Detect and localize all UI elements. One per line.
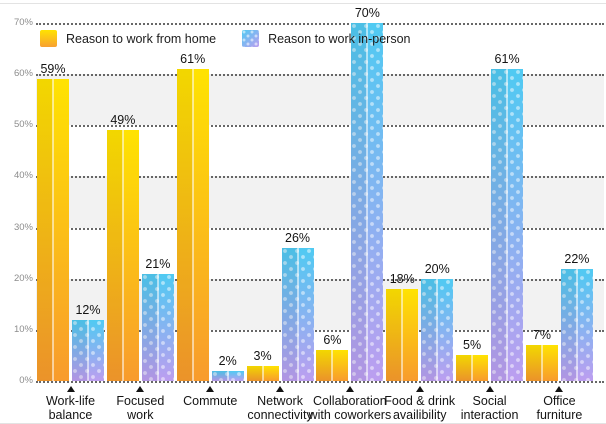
category-label-line: work xyxy=(127,407,154,422)
bar-group-6: 18% 20% xyxy=(386,262,454,382)
bar-in-person: 22% xyxy=(560,252,593,381)
y-axis-tick-label: 50% xyxy=(13,119,33,131)
triangle-marker-icon xyxy=(485,386,494,392)
triangle-marker-icon xyxy=(555,386,564,392)
category-label-8: Office furniture xyxy=(526,386,593,422)
bar-group-4: 3% 26% xyxy=(246,231,314,382)
triangle-marker-icon xyxy=(345,386,354,392)
bar-group-3: 61% 2% xyxy=(176,52,244,382)
gridline-70% xyxy=(36,23,604,25)
bar-value-label: 21% xyxy=(145,256,171,271)
category-label-line: Social xyxy=(472,394,507,408)
bars-container: 59% 12% 49% 21% 61% 2% 3% 26% 6% 70% 18% 20% 5% 61% 7%… xyxy=(37,0,593,382)
category-label-3: Commute xyxy=(177,386,244,422)
bar-value-label: 5% xyxy=(463,338,482,353)
gridline-0% xyxy=(36,381,604,383)
y-axis-tick-label: 60% xyxy=(13,68,33,80)
category-label-4: Network connectivity xyxy=(247,386,314,422)
legend-label-work-from-home: Reason to work from home xyxy=(66,31,217,46)
triangle-marker-icon xyxy=(206,386,215,392)
bar-in-person: 21% xyxy=(141,257,174,382)
bar-value-label: 61% xyxy=(180,52,206,66)
bar-value-label: 12% xyxy=(75,302,101,317)
category-label-line: connectivity xyxy=(247,407,313,422)
bar-value-label: 61% xyxy=(494,52,520,66)
legend-item-work-from-home: Reason to work from home xyxy=(40,30,216,47)
bar-in-person: 61% xyxy=(491,52,524,381)
bar-work-from-home: 59% xyxy=(37,62,69,381)
bar-work-from-home: 5% xyxy=(456,338,489,381)
bar-value-label: 20% xyxy=(424,261,450,276)
category-label-line: Focused xyxy=(116,394,165,408)
category-label-line: Commute xyxy=(183,394,238,408)
bar-group-1: 59% 12% xyxy=(37,62,104,382)
gridline-40% xyxy=(36,176,604,179)
category-label-line: Office xyxy=(543,394,576,408)
bar-value-label: 18% xyxy=(389,271,415,286)
bar-group-8: 7% 22% xyxy=(525,252,593,381)
triangle-marker-icon xyxy=(415,386,424,392)
bar-value-label: 6% xyxy=(323,333,342,348)
category-label-line: availibility xyxy=(392,407,447,422)
gridline-30% xyxy=(36,227,604,230)
bar-value-label: 7% xyxy=(532,328,551,343)
bar-work-from-home: 49% xyxy=(106,113,139,381)
gridline-10% xyxy=(36,329,604,332)
category-label-5: Collaboration with coworkers xyxy=(309,386,391,422)
bar-value-label: 70% xyxy=(354,6,380,20)
bar-in-person: 70% xyxy=(351,6,384,381)
bar-in-person: 26% xyxy=(281,231,314,381)
category-label-6: Food & drink availibility xyxy=(384,386,456,422)
bar-work-from-home: 3% xyxy=(246,349,279,382)
y-axis-tick-label: 20% xyxy=(13,272,33,284)
triangle-marker-icon xyxy=(136,386,145,392)
y-axis-tick-label: 30% xyxy=(13,221,33,233)
bar-value-label: 3% xyxy=(253,348,272,363)
legend-item-in-person: Reason to work in-person xyxy=(242,30,411,47)
legend-label-in-person: Reason to work in-person xyxy=(268,31,411,46)
legend: Reason to work from home Reason to work … xyxy=(40,30,411,47)
bar-work-from-home: 18% xyxy=(386,272,419,382)
legend-swatch-in-person-icon xyxy=(242,30,260,47)
category-label-line: furniture xyxy=(536,407,583,422)
bar-value-label: 59% xyxy=(40,62,66,77)
category-label-line: balance xyxy=(48,407,93,422)
category-label-7: Social interaction xyxy=(456,386,523,422)
bar-work-from-home: 6% xyxy=(316,333,349,381)
gridline-50% xyxy=(36,125,604,128)
bar-value-label: 49% xyxy=(110,113,136,128)
bar-value-label: 2% xyxy=(218,353,237,368)
category-label-line: Food & drink xyxy=(384,394,456,408)
y-axis-tick-label: 40% xyxy=(13,170,33,182)
triangle-marker-icon xyxy=(276,386,285,392)
category-label-line: with coworkers xyxy=(308,407,392,422)
bar-group-5: 6% 70% xyxy=(316,6,384,381)
y-axis-tick-label: 0% xyxy=(19,375,33,386)
category-label-line: Work-life xyxy=(45,394,96,408)
gridline-20% xyxy=(36,278,604,281)
bar-group-2: 49% 21% xyxy=(106,113,174,382)
gridline-60% xyxy=(36,74,604,77)
bar-value-label: 26% xyxy=(285,231,311,245)
bar-work-from-home: 7% xyxy=(525,328,558,381)
bar-value-label: 22% xyxy=(564,251,590,266)
category-label-1: Work-life balance xyxy=(37,386,104,422)
legend-swatch-work-from-home-icon xyxy=(40,30,57,47)
bar-group-7: 5% 61% xyxy=(456,52,524,381)
bar-work-from-home: 61% xyxy=(176,52,209,381)
category-label-line: Collaboration xyxy=(313,394,387,408)
y-axis-tick-label: 70% xyxy=(13,17,33,28)
category-label-line: interaction xyxy=(460,407,519,422)
bar-in-person: 2% xyxy=(211,354,244,382)
x-axis-labels: Work-life balance Focused work Commute Networ… xyxy=(37,386,593,422)
triangle-marker-icon xyxy=(66,386,75,392)
bar-in-person: 20% xyxy=(421,262,454,382)
category-label-2: Focused work xyxy=(107,386,174,422)
y-axis-tick-label: 10% xyxy=(13,323,33,335)
category-label-line: Network xyxy=(257,394,303,408)
bar-in-person: 12% xyxy=(72,303,104,382)
top-edge-divider xyxy=(0,3,606,4)
